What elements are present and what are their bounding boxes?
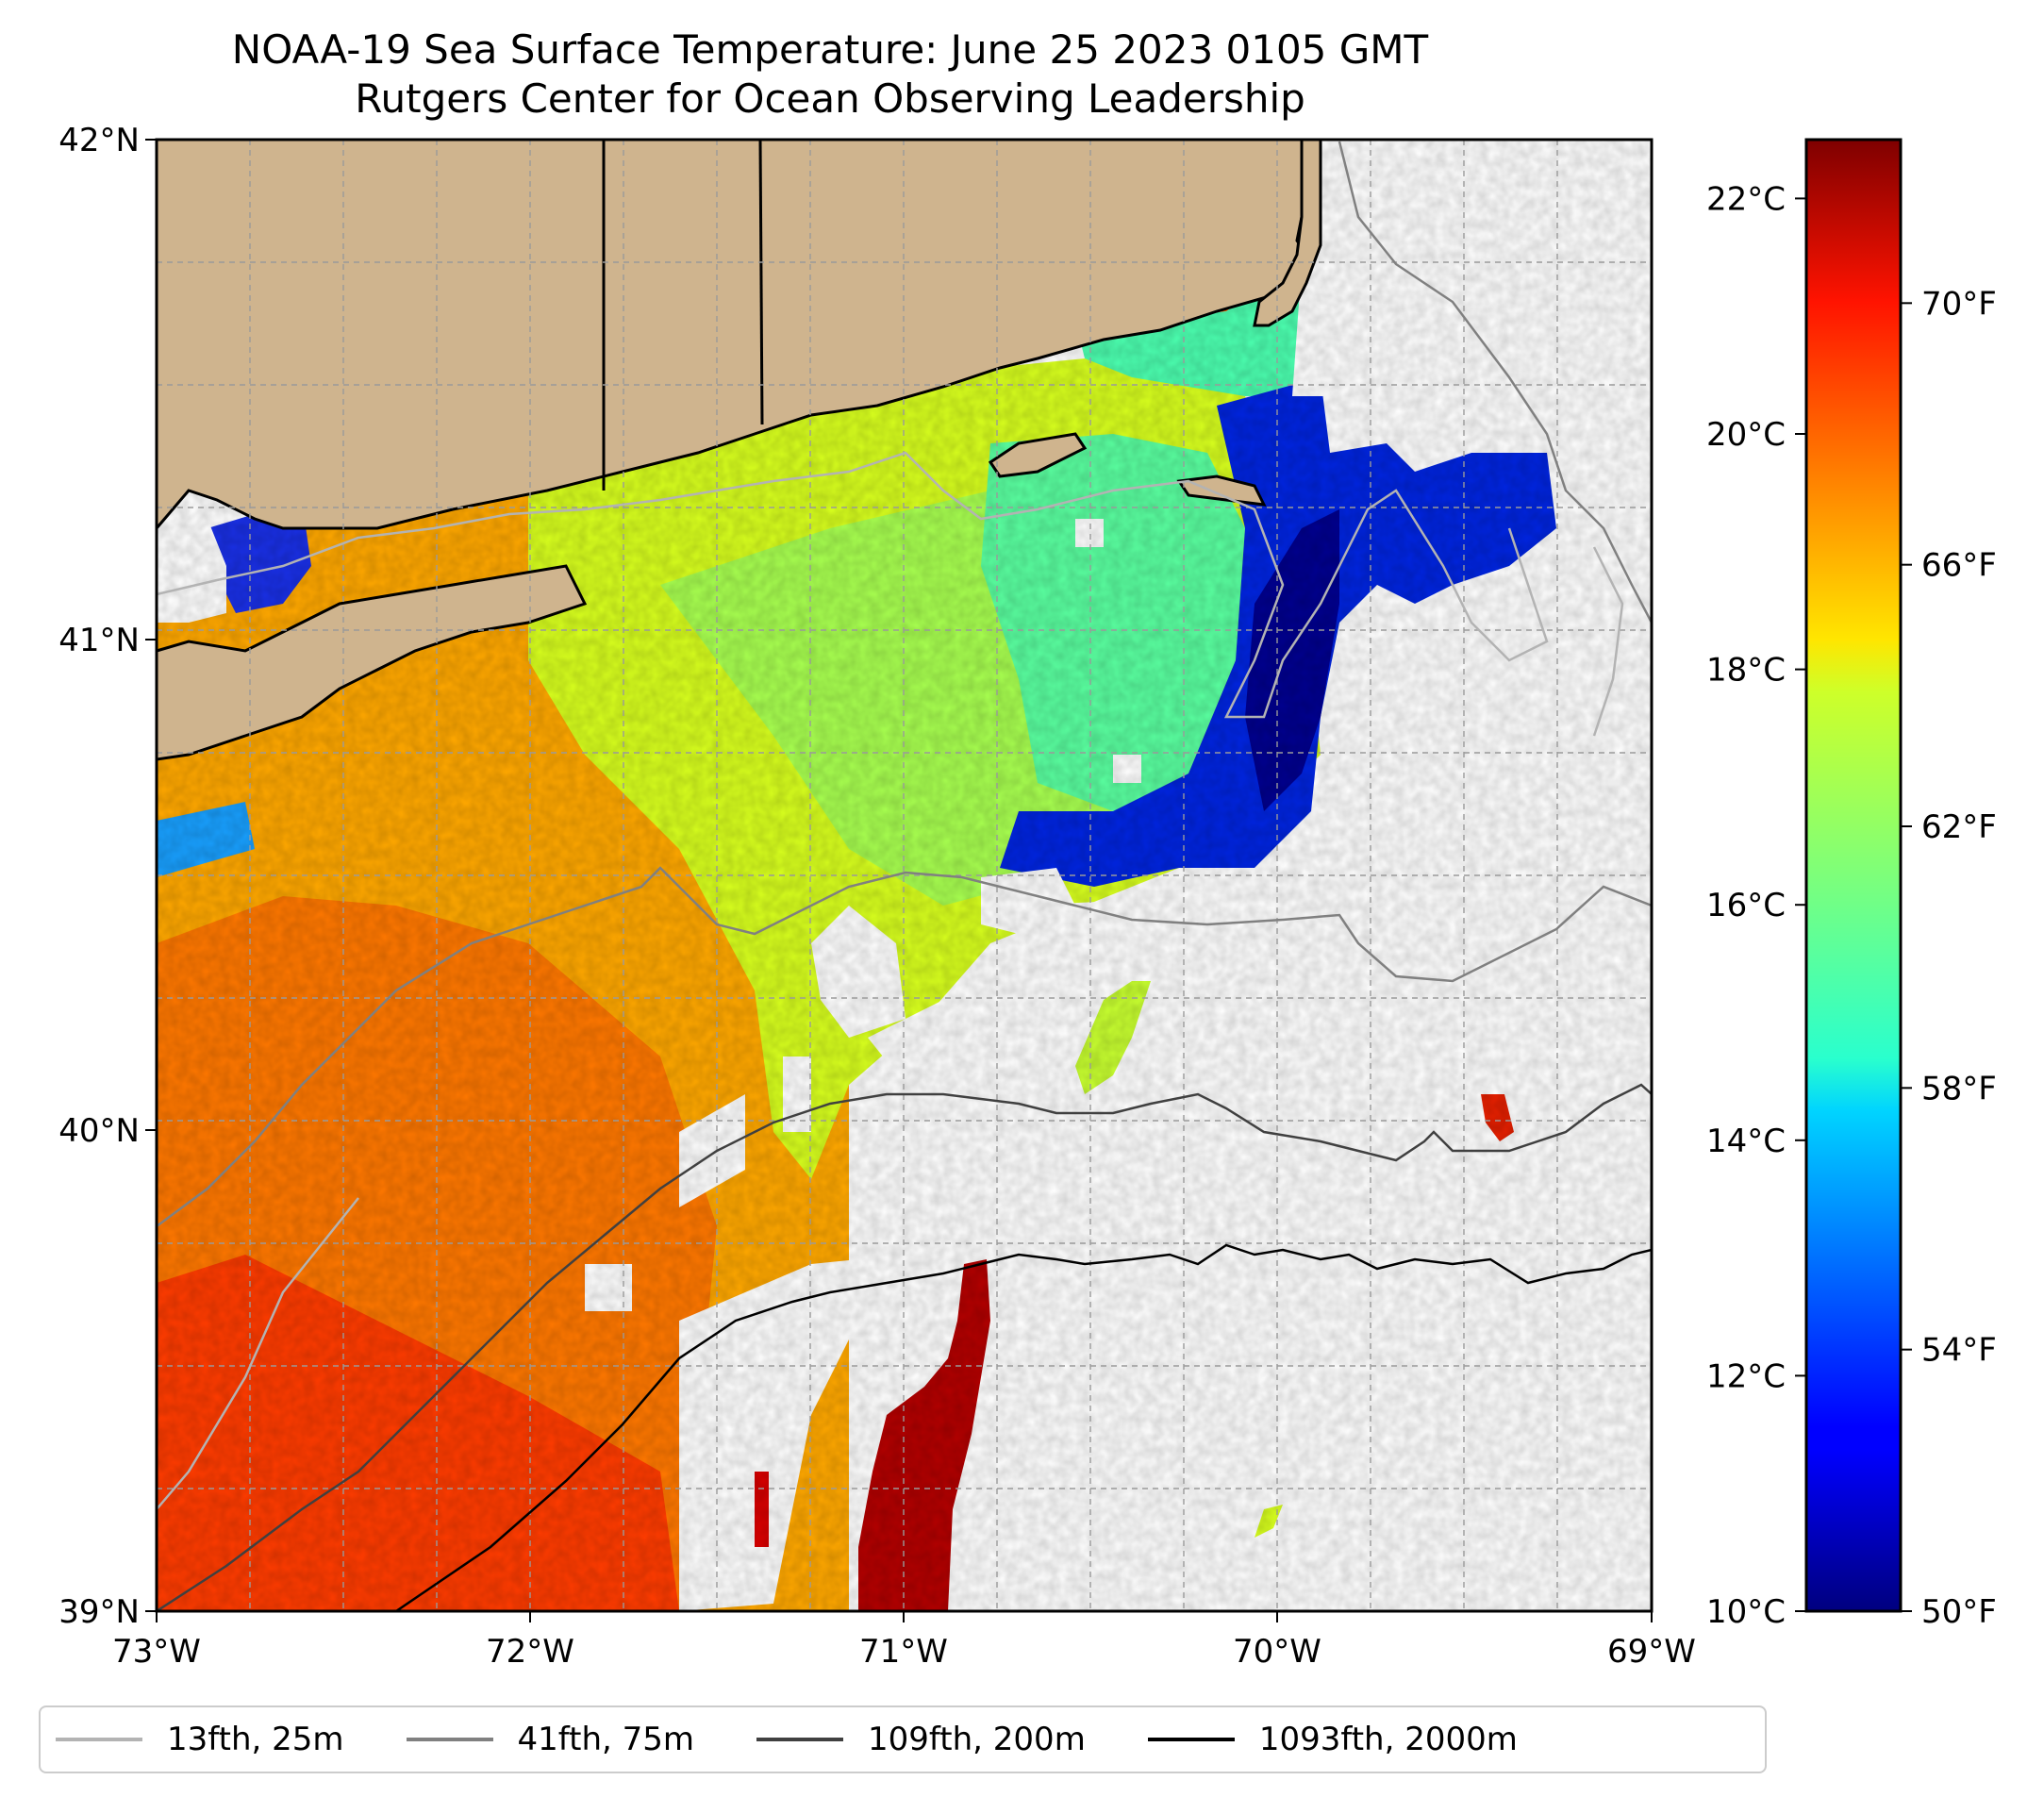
legend-line-200m <box>756 1738 844 1741</box>
colorbar-fahrenheit-label: 54°F <box>1921 1332 1997 1370</box>
colorbar-fahrenheit-axis: 50°F 54°F 58°F 62°F 66°F 70°F <box>1901 285 1997 1631</box>
lat-label-40: 40°N <box>58 1112 140 1150</box>
map-area <box>157 140 1652 1611</box>
colorbar-celsius-axis: 10°C 12°C 14°C 16°C 18°C 20°C 22°C <box>1706 180 1806 1631</box>
legend-entry-2000m: 1093fth, 2000m <box>1147 1721 1518 1758</box>
colorbar-celsius-label: 18°C <box>1706 652 1786 690</box>
contour-2000m <box>395 1243 1652 1611</box>
land-long-island <box>157 564 588 761</box>
graticule <box>157 140 1652 1611</box>
legend-entry-75m: 41fth, 75m <box>406 1721 695 1758</box>
colorbar-celsius-label: 16°C <box>1706 887 1786 924</box>
legend-line-25m <box>56 1738 142 1741</box>
lon-ticks <box>156 1611 1653 1622</box>
lon-label-69: 69°W <box>1607 1633 1696 1671</box>
contour-75m <box>157 141 1652 1228</box>
colorbar-fahrenheit-label: 66°F <box>1921 547 1997 585</box>
land-marthas-vineyard <box>988 432 1088 478</box>
colorbar-fahrenheit-label: 70°F <box>1921 285 1997 323</box>
lon-label-72: 72°W <box>486 1633 574 1671</box>
land-nantucket <box>1176 474 1267 507</box>
lat-ticks <box>145 139 157 1612</box>
lon-label-70: 70°W <box>1233 1633 1321 1671</box>
colorbar <box>1804 138 1903 1613</box>
chart-title: NOAA-19 Sea Surface Temperature: June 25… <box>231 26 1429 73</box>
legend-line-75m <box>406 1738 493 1741</box>
colorbar-fahrenheit-label: 50°F <box>1921 1593 1997 1631</box>
legend-label-2000m: 1093fth, 2000m <box>1258 1721 1518 1758</box>
colorbar-celsius-label: 14°C <box>1706 1123 1786 1160</box>
legend-entry-200m: 109fth, 200m <box>756 1721 1086 1758</box>
colorbar-celsius-label: 22°C <box>1706 180 1786 218</box>
colorbar-celsius-label: 10°C <box>1706 1593 1786 1631</box>
lat-label-39: 39°N <box>58 1593 140 1631</box>
colorbar-fahrenheit-label: 62°F <box>1921 808 1997 846</box>
colorbar-celsius-label: 20°C <box>1706 416 1786 454</box>
chart-subtitle: Rutgers Center for Ocean Observing Leade… <box>355 75 1305 122</box>
contour-legend: 13fth, 25m 41fth, 75m 109fth, 200m 1093f… <box>39 1705 1767 1773</box>
legend-label-25m: 13fth, 25m <box>167 1721 344 1758</box>
state-border <box>758 140 764 425</box>
lon-label-73: 73°W <box>112 1633 201 1671</box>
legend-entry-25m: 13fth, 25m <box>56 1721 344 1758</box>
lon-label-71: 71°W <box>859 1633 948 1671</box>
contour-25m <box>157 451 1624 1510</box>
colorbar-fahrenheit-label: 58°F <box>1921 1070 1997 1107</box>
lat-label-42: 42°N <box>58 122 140 159</box>
legend-label-75m: 41fth, 75m <box>517 1721 695 1758</box>
legend-line-2000m <box>1147 1738 1235 1741</box>
colorbar-celsius-label: 12°C <box>1706 1357 1786 1395</box>
legend-label-200m: 109fth, 200m <box>868 1721 1086 1758</box>
contour-200m <box>157 1083 1652 1611</box>
lat-label-41: 41°N <box>58 622 140 659</box>
land-cape-cod <box>1253 140 1322 327</box>
